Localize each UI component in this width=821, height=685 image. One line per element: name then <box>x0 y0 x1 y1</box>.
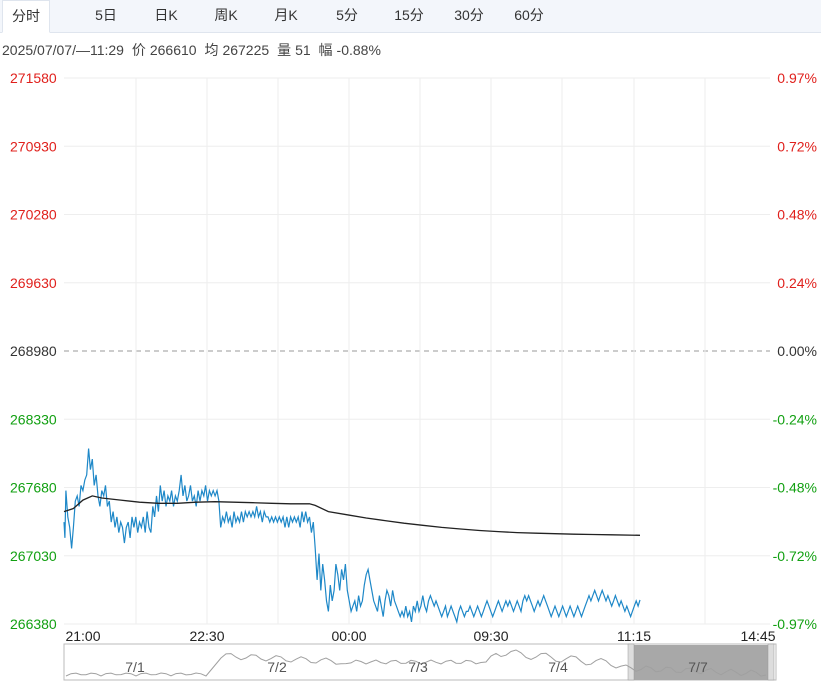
info-range: -0.88% <box>336 42 381 58</box>
price-tick-label: 269630 <box>10 275 57 291</box>
info-vol-label: 量 <box>277 42 292 58</box>
pct-tick-label: -0.48% <box>773 480 817 496</box>
tab-2[interactable]: 5日 <box>95 7 117 23</box>
tab-5[interactable]: 月K <box>274 7 298 23</box>
tab-1[interactable]: 分时 <box>2 0 50 33</box>
minimap-date-label: 7/1 <box>125 659 145 675</box>
price-tick-label: 267030 <box>10 548 57 564</box>
time-tick-label: 11:15 <box>617 628 651 644</box>
pct-tick-label: -0.24% <box>773 411 817 427</box>
price-series-line <box>63 448 641 625</box>
minimap-left-handle[interactable] <box>627 643 635 681</box>
price-tick-label: 268980 <box>10 343 57 359</box>
price-tick-label: 266380 <box>10 616 57 632</box>
tab-9[interactable]: 60分 <box>514 7 544 23</box>
tab-4[interactable]: 周K <box>214 7 238 23</box>
quote-info-bar: 2025/07/07/—11:29 价 266610 均 267225 量 51 幅-… <box>2 40 385 60</box>
time-tick-label: 22:30 <box>189 628 224 644</box>
minimap-date-label: 7/3 <box>408 659 428 675</box>
minimap-date-label: 7/2 <box>267 659 287 675</box>
info-vol: 51 <box>295 42 311 58</box>
pct-tick-label: 0.97% <box>777 70 817 86</box>
time-tick-label: 00:00 <box>331 628 366 644</box>
info-range-label: 幅 <box>318 42 333 58</box>
info-avg-label: 均 <box>204 42 219 58</box>
minimap-date-label: 7/4 <box>548 659 568 675</box>
minimap-right-handle[interactable] <box>767 643 775 681</box>
pct-tick-label: 0.48% <box>777 207 817 223</box>
info-datetime: 2025/07/07/—11:29 <box>2 42 124 58</box>
pct-tick-label: -0.97% <box>773 616 817 632</box>
price-tick-label: 270280 <box>10 207 57 223</box>
price-tick-label: 270930 <box>10 138 57 154</box>
minimap-series-line <box>65 649 767 677</box>
period-tab-bar: 分时 5日 日K 周K 月K 5分 15分 30分 60分 <box>0 0 821 33</box>
info-avg: 267225 <box>222 42 270 58</box>
price-tick-label: 268330 <box>10 411 57 427</box>
pct-tick-label: -0.72% <box>773 548 817 564</box>
pct-tick-label: 0.00% <box>777 343 817 359</box>
pct-tick-label: 0.24% <box>777 275 817 291</box>
info-price: 266610 <box>149 42 197 58</box>
tab-3[interactable]: 日K <box>154 7 178 23</box>
tab-6[interactable]: 5分 <box>336 7 358 23</box>
avg-series-line <box>63 495 641 536</box>
time-tick-label: 21:00 <box>65 628 100 644</box>
price-tick-label: 271580 <box>10 70 57 86</box>
pct-tick-label: 0.72% <box>777 138 817 154</box>
price-tick-label: 267680 <box>10 480 57 496</box>
tab-8[interactable]: 30分 <box>454 7 484 23</box>
time-tick-label: 14:45 <box>740 628 775 644</box>
minimap-date-label: 7/7 <box>688 659 708 675</box>
info-price-label: 价 <box>131 42 146 58</box>
time-tick-label: 09:30 <box>473 628 508 644</box>
tab-7[interactable]: 15分 <box>394 7 424 23</box>
